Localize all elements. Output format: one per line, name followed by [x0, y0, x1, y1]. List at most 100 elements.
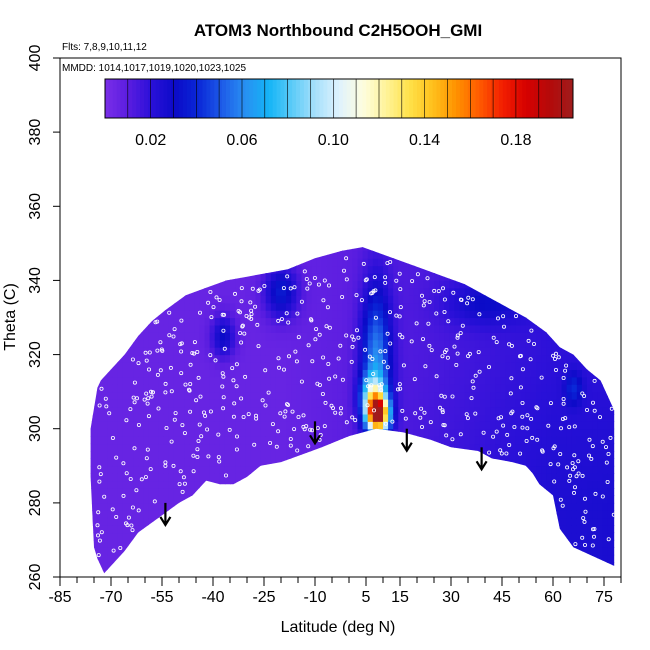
- field-cell: [439, 510, 445, 519]
- field-cell: [117, 347, 124, 356]
- field-cell: [525, 250, 532, 259]
- field-cell: [316, 569, 323, 574]
- field-cell: [214, 443, 221, 452]
- sample-point: [609, 406, 614, 411]
- field-cell: [439, 473, 445, 482]
- field-cell: [592, 406, 598, 415]
- field-cell: [372, 517, 379, 526]
- field-cell: [311, 443, 318, 452]
- field-cell: [571, 488, 578, 496]
- field-cell: [128, 280, 134, 289]
- field-cell: [372, 473, 379, 482]
- field-cell: [230, 265, 236, 274]
- sample-point: [163, 390, 168, 395]
- field-cell: [179, 451, 185, 459]
- field-cell: [618, 251, 624, 259]
- field-cell: [510, 310, 517, 319]
- field-cell: [153, 495, 160, 504]
- field-cell: [352, 273, 359, 281]
- field-cell: [235, 547, 241, 556]
- field-cell: [587, 428, 593, 437]
- field-cell: [204, 273, 211, 281]
- field-cell: [418, 539, 425, 548]
- field-cell: [362, 443, 369, 452]
- field-cell: [117, 428, 124, 437]
- field-cell: [566, 532, 573, 541]
- field-cell: [505, 547, 512, 556]
- field-cell: [592, 302, 598, 311]
- field-cell: [495, 324, 501, 333]
- field-cell: [439, 495, 445, 504]
- field-cell: [311, 495, 318, 504]
- field-cell: [90, 376, 93, 385]
- field-cell: [607, 258, 614, 267]
- field-cell: [189, 310, 195, 319]
- field-cell: [602, 539, 608, 548]
- field-cell: [352, 399, 359, 408]
- sample-point: [146, 414, 151, 419]
- field-cell: [102, 287, 109, 296]
- field-cell: [194, 539, 200, 548]
- field-cell: [490, 295, 496, 304]
- field-cell: [102, 339, 109, 348]
- field-cell: [602, 413, 608, 422]
- field-cell: [194, 347, 200, 356]
- field-cell: [403, 554, 410, 563]
- field-cell: [618, 236, 624, 244]
- field-cell: [194, 362, 200, 370]
- field-cell: [618, 444, 624, 452]
- field-cell: [219, 532, 226, 541]
- field-cell: [245, 428, 251, 437]
- field-cell: [107, 562, 114, 571]
- field-cell: [133, 347, 139, 356]
- field-cell: [235, 273, 241, 281]
- field-cell: [495, 302, 501, 311]
- field-cell: [536, 451, 542, 459]
- field-cell: [306, 273, 313, 281]
- field-cell: [240, 258, 246, 267]
- field-cell: [281, 317, 287, 326]
- field-cell: [219, 473, 226, 482]
- field-cell: [607, 465, 614, 474]
- field-cell: [551, 428, 557, 437]
- field-cell: [581, 480, 588, 489]
- field-cell: [245, 339, 251, 348]
- field-cell: [592, 376, 598, 385]
- field-cell: [168, 443, 175, 452]
- field-cell: [408, 510, 415, 519]
- field-cell: [281, 362, 287, 370]
- field-cell: [97, 517, 104, 526]
- field-cell: [510, 354, 517, 363]
- field-cell: [275, 280, 282, 289]
- field-cell: [204, 247, 211, 252]
- field-cell: [602, 495, 608, 504]
- field-cell: [439, 310, 445, 319]
- field-cell: [112, 250, 119, 259]
- field-cell: [444, 265, 450, 274]
- field-cell: [326, 436, 333, 445]
- field-cell: [209, 443, 216, 452]
- field-cell: [97, 302, 104, 311]
- field-cell: [326, 495, 333, 504]
- field-cell: [556, 480, 563, 489]
- field-cell: [235, 354, 241, 363]
- field-cell: [102, 258, 109, 267]
- field-cell: [189, 413, 195, 422]
- field-cell: [419, 236, 425, 244]
- field-cell: [270, 554, 277, 563]
- field-cell: [112, 569, 119, 574]
- field-cell: [571, 569, 578, 574]
- sample-point: [350, 334, 355, 339]
- field-cell: [352, 488, 359, 496]
- field-cell: [224, 458, 231, 467]
- field-cell: [607, 376, 614, 385]
- field-cell: [265, 265, 272, 274]
- field-cell: [255, 332, 262, 341]
- field-cell: [434, 554, 440, 563]
- field-cell: [367, 295, 374, 304]
- field-cell: [459, 539, 466, 548]
- sample-point: [491, 335, 496, 340]
- field-cell: [490, 554, 496, 563]
- field-cell: [449, 258, 455, 267]
- field-cell: [122, 369, 129, 378]
